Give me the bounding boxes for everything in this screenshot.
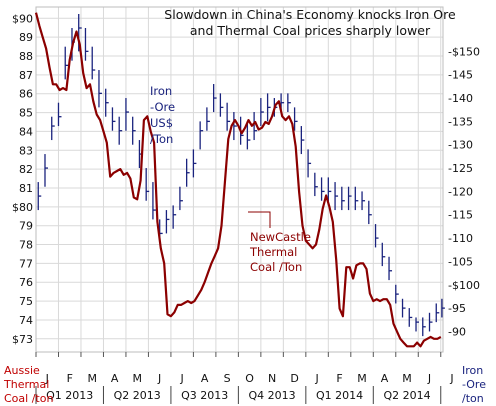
month-label: M [402, 372, 412, 385]
quarter-label: Q1 2014 [316, 389, 363, 402]
right-axis-label-line-3: /ton [462, 392, 484, 405]
month-label: O [245, 372, 254, 385]
month-label: A [381, 372, 389, 385]
right-tick-label: -130 [448, 139, 473, 152]
month-label: D [290, 372, 298, 385]
month-label: J [45, 372, 49, 385]
month-label: J [314, 372, 318, 385]
right-tick-label: -115 [448, 209, 473, 222]
left-axis-label-line-3: Coal /ton [4, 392, 53, 405]
x-axis: J F M A M J J A S O N D J F M A M J JQ1 2013 Q2 2013 Q3 2013… [35, 352, 454, 404]
coal-series [34, 12, 442, 348]
left-axis-ticks: $90 89 88 87 86 85 84 83 82 81 $80 79 78 77 76 75 74 $73 [12, 12, 33, 345]
month-label: A [111, 372, 119, 385]
left-tick-label: 75 [19, 295, 33, 308]
month-label: F [336, 372, 342, 385]
month-label: M [132, 372, 142, 385]
right-axis-label-line-1: Iron [462, 364, 483, 377]
right-tick-label: -95 [448, 302, 466, 315]
left-tick-label: 74 [19, 314, 33, 327]
right-tick-label: -$150 [448, 45, 480, 58]
right-tick-label: -105 [448, 255, 473, 268]
coal-annotation-line-3: Coal /Ton [250, 260, 302, 274]
left-tick-label: $90 [12, 12, 33, 25]
right-tick-label: -90 [448, 325, 466, 338]
left-tick-label: 85 [19, 107, 33, 120]
left-tick-label: $80 [12, 201, 33, 214]
left-tick-label: 79 [19, 220, 33, 233]
month-label: A [201, 372, 209, 385]
right-axis-label: Iron -Ore /ton [462, 364, 486, 405]
left-tick-label: 82 [19, 163, 33, 176]
iron-annotation-line-4: /Ton [150, 132, 173, 146]
right-tick-label: -140 [448, 92, 473, 105]
coal-line [34, 12, 442, 348]
iron-annotation: Iron -Ore US$ /Ton [150, 84, 175, 146]
right-axis-ticks: -$150 -145 -140 -135 -130 -125 -120 -115 -110 -10… [448, 45, 480, 338]
right-tick-label: -110 [448, 232, 473, 245]
quarter-label: Q3 2013 [181, 389, 228, 402]
month-label: M [87, 372, 97, 385]
gridlines [35, 6, 444, 353]
month-label: J [157, 372, 161, 385]
left-tick-label: 81 [19, 182, 33, 195]
right-tick-label: -135 [448, 115, 473, 128]
right-tick-label: -145 [448, 69, 473, 82]
left-tick-label: $73 [12, 333, 33, 346]
left-tick-label: 89 [19, 31, 33, 44]
coal-annotation-line-2: Thermal [249, 245, 297, 259]
iron-annotation-line-3: US$ [150, 116, 173, 130]
right-tick-label: -125 [448, 162, 473, 175]
title-line-1: Slowdown in China's Economy knocks Iron … [164, 7, 456, 22]
left-tick-label: 76 [19, 276, 33, 289]
left-tick-label: 86 [19, 88, 33, 101]
left-axis-label: Aussie Thermal Coal /ton [3, 364, 53, 405]
quarter-label: Q1 2013 [46, 389, 93, 402]
coal-annotation-line-1: NewCastle [250, 230, 311, 244]
right-tick-label: -$100 [448, 279, 480, 292]
iron-annotation-line-1: Iron [150, 84, 172, 98]
left-tick-label: 84 [19, 125, 33, 138]
quarter-label: Q4 2013 [249, 389, 296, 402]
month-label: J [427, 372, 431, 385]
left-axis-label-line-1: Aussie [4, 364, 40, 377]
plot-frame [35, 6, 444, 353]
left-tick-label: 77 [19, 257, 33, 270]
month-label: J [180, 372, 184, 385]
left-tick-label: 78 [19, 239, 33, 252]
coal-annotation-leader [248, 211, 271, 228]
left-tick-label: 83 [19, 144, 33, 157]
right-axis-label-line-2: -Ore [462, 378, 486, 391]
month-label: M [357, 372, 367, 385]
iron-ore-series [37, 14, 445, 337]
chart-title: Slowdown in China's Economy knocks Iron … [164, 7, 456, 38]
right-tick-label: -120 [448, 185, 473, 198]
title-line-2: and Thermal Coal prices sharply lower [190, 23, 431, 38]
month-label: N [268, 372, 276, 385]
quarter-label: Q2 2014 [383, 389, 430, 402]
month-label: F [67, 372, 73, 385]
left-axis-label-line-2: Thermal [3, 378, 49, 391]
month-label: S [224, 372, 231, 385]
left-tick-label: 88 [19, 50, 33, 63]
iron-annotation-line-2: -Ore [150, 100, 175, 114]
left-tick-label: 87 [19, 69, 33, 82]
month-label: J [449, 372, 453, 385]
quarter-label: Q2 2013 [114, 389, 161, 402]
coal-annotation: NewCastle Thermal Coal /Ton [248, 211, 311, 274]
